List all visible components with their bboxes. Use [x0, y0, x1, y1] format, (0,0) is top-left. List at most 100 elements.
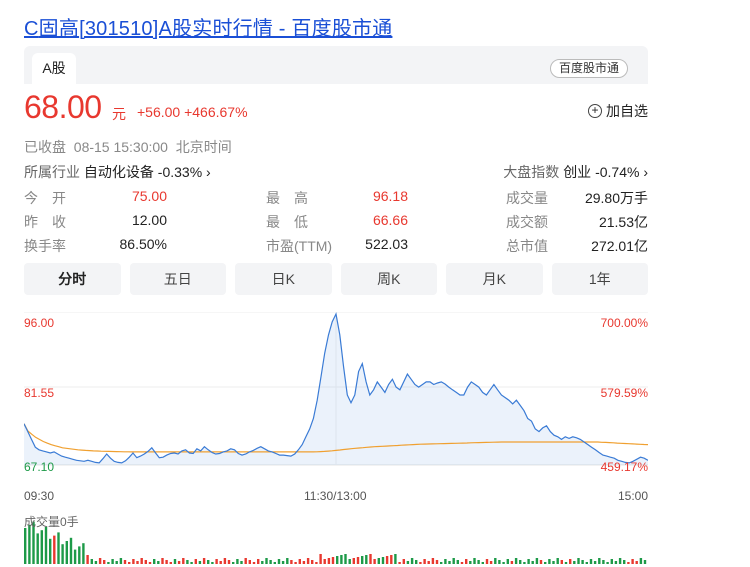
volume-bar: [423, 559, 426, 564]
volume-bar: [302, 561, 306, 564]
market-status: 已收盘 08-15 15:30:00 北京时间: [24, 139, 232, 155]
amount-value: 21.53亿: [598, 214, 648, 230]
volume-bar: [514, 558, 518, 564]
volume-bar: [161, 558, 164, 564]
current-price: 68.00: [24, 89, 102, 125]
volume-bars: [24, 521, 647, 564]
y-left-mid: 81.55: [24, 386, 55, 400]
high-value: 96.18: [372, 188, 408, 204]
volume-bar: [377, 558, 380, 564]
volume-bar: [427, 561, 430, 564]
volume-bar: [153, 559, 156, 564]
volume-bar: [215, 559, 218, 564]
volume-bar: [635, 561, 638, 564]
tab-daily-k[interactable]: 日K: [235, 263, 332, 295]
turnover-label: 换手率: [24, 238, 66, 254]
volume-bar: [581, 560, 584, 564]
volume-bar: [523, 562, 526, 564]
volume-bar: [115, 561, 118, 564]
volume-bar: [298, 559, 301, 564]
volume-bar: [477, 560, 480, 564]
volume-bar: [223, 558, 227, 564]
brand-badge[interactable]: 百度股市通: [549, 59, 628, 78]
volume-bar: [602, 560, 605, 564]
volume-bar: [69, 537, 73, 564]
volume-bar: [194, 559, 197, 564]
volume-bar: [232, 562, 235, 564]
stats-row: 今 开 75.00 最 高 96.18 成交量 29.80万手: [24, 188, 648, 212]
volume-bar: [519, 560, 522, 564]
volume-bar: [277, 559, 281, 564]
chart-canvas: [24, 312, 648, 564]
volume-bar: [202, 558, 206, 564]
volume-bar: [265, 558, 268, 564]
industry-info[interactable]: 所属行业 自动化设备 -0.33% ›: [24, 162, 211, 182]
volume-bar: [510, 561, 514, 564]
volume-bar: [136, 561, 139, 564]
pe-value: 522.03: [365, 236, 408, 252]
volume-bar: [236, 559, 239, 564]
volume-bar: [394, 554, 397, 564]
price-change: +56.00 +466.67%: [137, 104, 248, 120]
volume-bar: [585, 562, 588, 564]
prev-close-label: 昨 收: [24, 214, 66, 230]
tab-a-share[interactable]: A股: [32, 53, 76, 84]
tab-one-year[interactable]: 1年: [551, 263, 648, 295]
volume-bar: [273, 562, 276, 564]
chevron-right-icon: ›: [643, 164, 648, 180]
volume-bar: [527, 559, 530, 564]
open-value: 75.00: [131, 188, 167, 204]
volume-bar: [182, 558, 185, 564]
volume-bar: [173, 559, 177, 564]
volume-bar: [286, 558, 289, 564]
average-price-line: [24, 423, 648, 453]
tab-monthly-k[interactable]: 月K: [446, 263, 543, 295]
volume-bar: [315, 562, 318, 564]
volume-bar: [627, 562, 630, 564]
volume-bar: [531, 561, 534, 564]
tab-five-day[interactable]: 五日: [129, 263, 226, 295]
volume-bar: [398, 562, 401, 564]
y-left-bottom: 67.10: [24, 460, 55, 474]
add-watchlist-label: 加自选: [606, 103, 648, 119]
volume-bar: [481, 562, 484, 564]
volume-bar: [631, 559, 634, 564]
title-rest: [301510]A股实时行情 - 百度股市通: [79, 18, 393, 40]
currency-unit: 元: [112, 106, 126, 122]
tab-weekly-k[interactable]: 周K: [340, 263, 437, 295]
volume-bar: [365, 555, 368, 564]
volume-bar: [290, 560, 293, 564]
industry-value: 自动化设备 -0.33%: [83, 164, 203, 180]
volume-bar: [614, 561, 618, 564]
volume-bar: [606, 562, 609, 564]
volume-bar: [494, 558, 497, 564]
volume-bar: [86, 555, 89, 564]
title-prefix: C: [24, 18, 39, 40]
volume-bar: [240, 561, 243, 564]
volume-bar: [73, 549, 77, 564]
volume-bar: [556, 558, 559, 564]
market-index-label: 大盘指数: [503, 164, 560, 180]
volume-bar: [53, 535, 56, 564]
volume-bar: [381, 557, 385, 564]
y-right-top: 700.00%: [600, 316, 648, 330]
market-index-info[interactable]: 大盘指数 创业 -0.74% ›: [503, 162, 648, 182]
volume-bar: [415, 560, 418, 564]
volume-bar: [506, 559, 509, 564]
market-cap-value: 272.01亿: [591, 238, 648, 254]
volume-bar: [269, 560, 272, 564]
low-label: 最 低: [266, 214, 308, 230]
tab-intraday[interactable]: 分时: [24, 263, 121, 295]
page-title[interactable]: C固高[301510]A股实时行情 - 百度股市通: [24, 12, 392, 41]
volume-bar: [598, 558, 601, 564]
volume-bar: [448, 561, 451, 564]
add-watchlist-button[interactable]: + 加自选: [588, 101, 648, 121]
volume-bar: [252, 562, 256, 564]
intraday-chart[interactable]: 96.00 81.55 67.10 700.00% 579.59% 459.17…: [24, 312, 648, 567]
volume-bar: [294, 562, 297, 564]
volume-bar: [248, 560, 251, 564]
volume-bar: [165, 560, 168, 564]
volume-bar: [65, 541, 68, 564]
volume-bar: [552, 561, 555, 564]
volume-bar: [306, 558, 310, 564]
